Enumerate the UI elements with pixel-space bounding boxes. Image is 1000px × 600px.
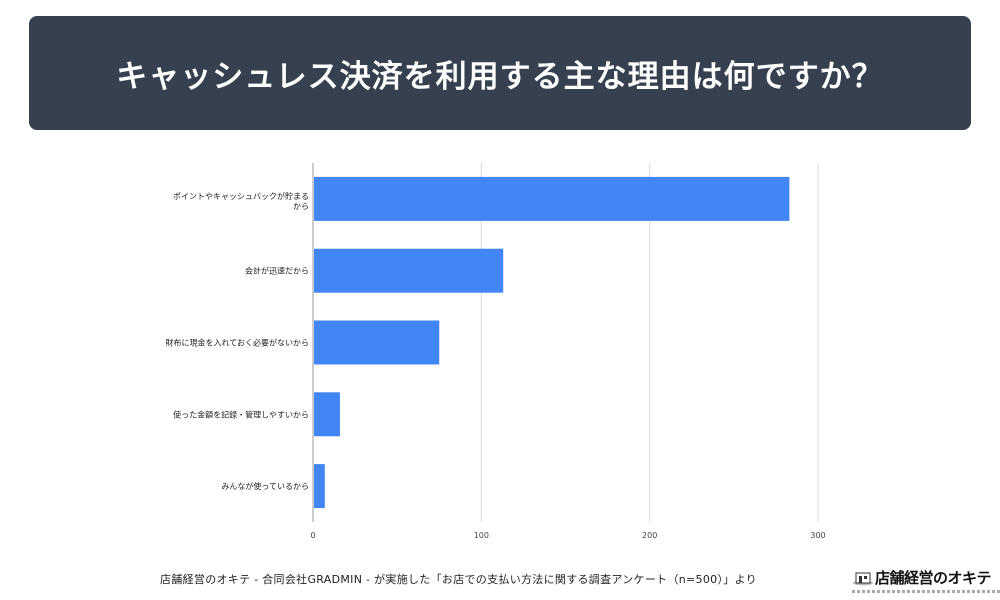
- category-label: 会計が迅速だから: [245, 266, 309, 276]
- category-label: みんなが使っているから: [221, 481, 309, 491]
- bar-4: [314, 464, 325, 509]
- x-tick-label: 0: [310, 531, 315, 540]
- bar-0: [314, 176, 790, 221]
- x-tick-label: 100: [474, 531, 489, 540]
- logo-text: 店舗経営のオキテ: [875, 569, 992, 587]
- x-tick-label: 200: [642, 531, 657, 540]
- bar-2: [314, 320, 440, 365]
- x-tick-label: 300: [810, 531, 825, 540]
- category-label: 財布に現金を入れておく必要がないから: [165, 338, 309, 348]
- bar-3: [314, 392, 340, 437]
- bar-1: [314, 248, 504, 293]
- shop-building-icon: [853, 572, 873, 586]
- source-caption: 店舗経営のオキテ - 合同会社GRADMIN - が実施した「お店での支払い方法…: [160, 573, 757, 586]
- category-label: 使った金額を記録・管理しやすいから: [173, 409, 309, 419]
- category-label: ポイントやキャッシュバックが貯まるから: [173, 191, 309, 211]
- chart-title: キャッシュレス決済を利用する主な理由は何ですか？: [116, 58, 884, 95]
- brand-logo: 店舗経営のオキテ: [852, 566, 1000, 600]
- title-banner: キャッシュレス決済を利用する主な理由は何ですか？: [29, 16, 971, 130]
- bar-chart: 0 100 200 300 ポイントやキャッシュバックが貯まるから会計が迅速だから財布に…: [165, 163, 826, 540]
- logo-tagline: [852, 590, 1000, 593]
